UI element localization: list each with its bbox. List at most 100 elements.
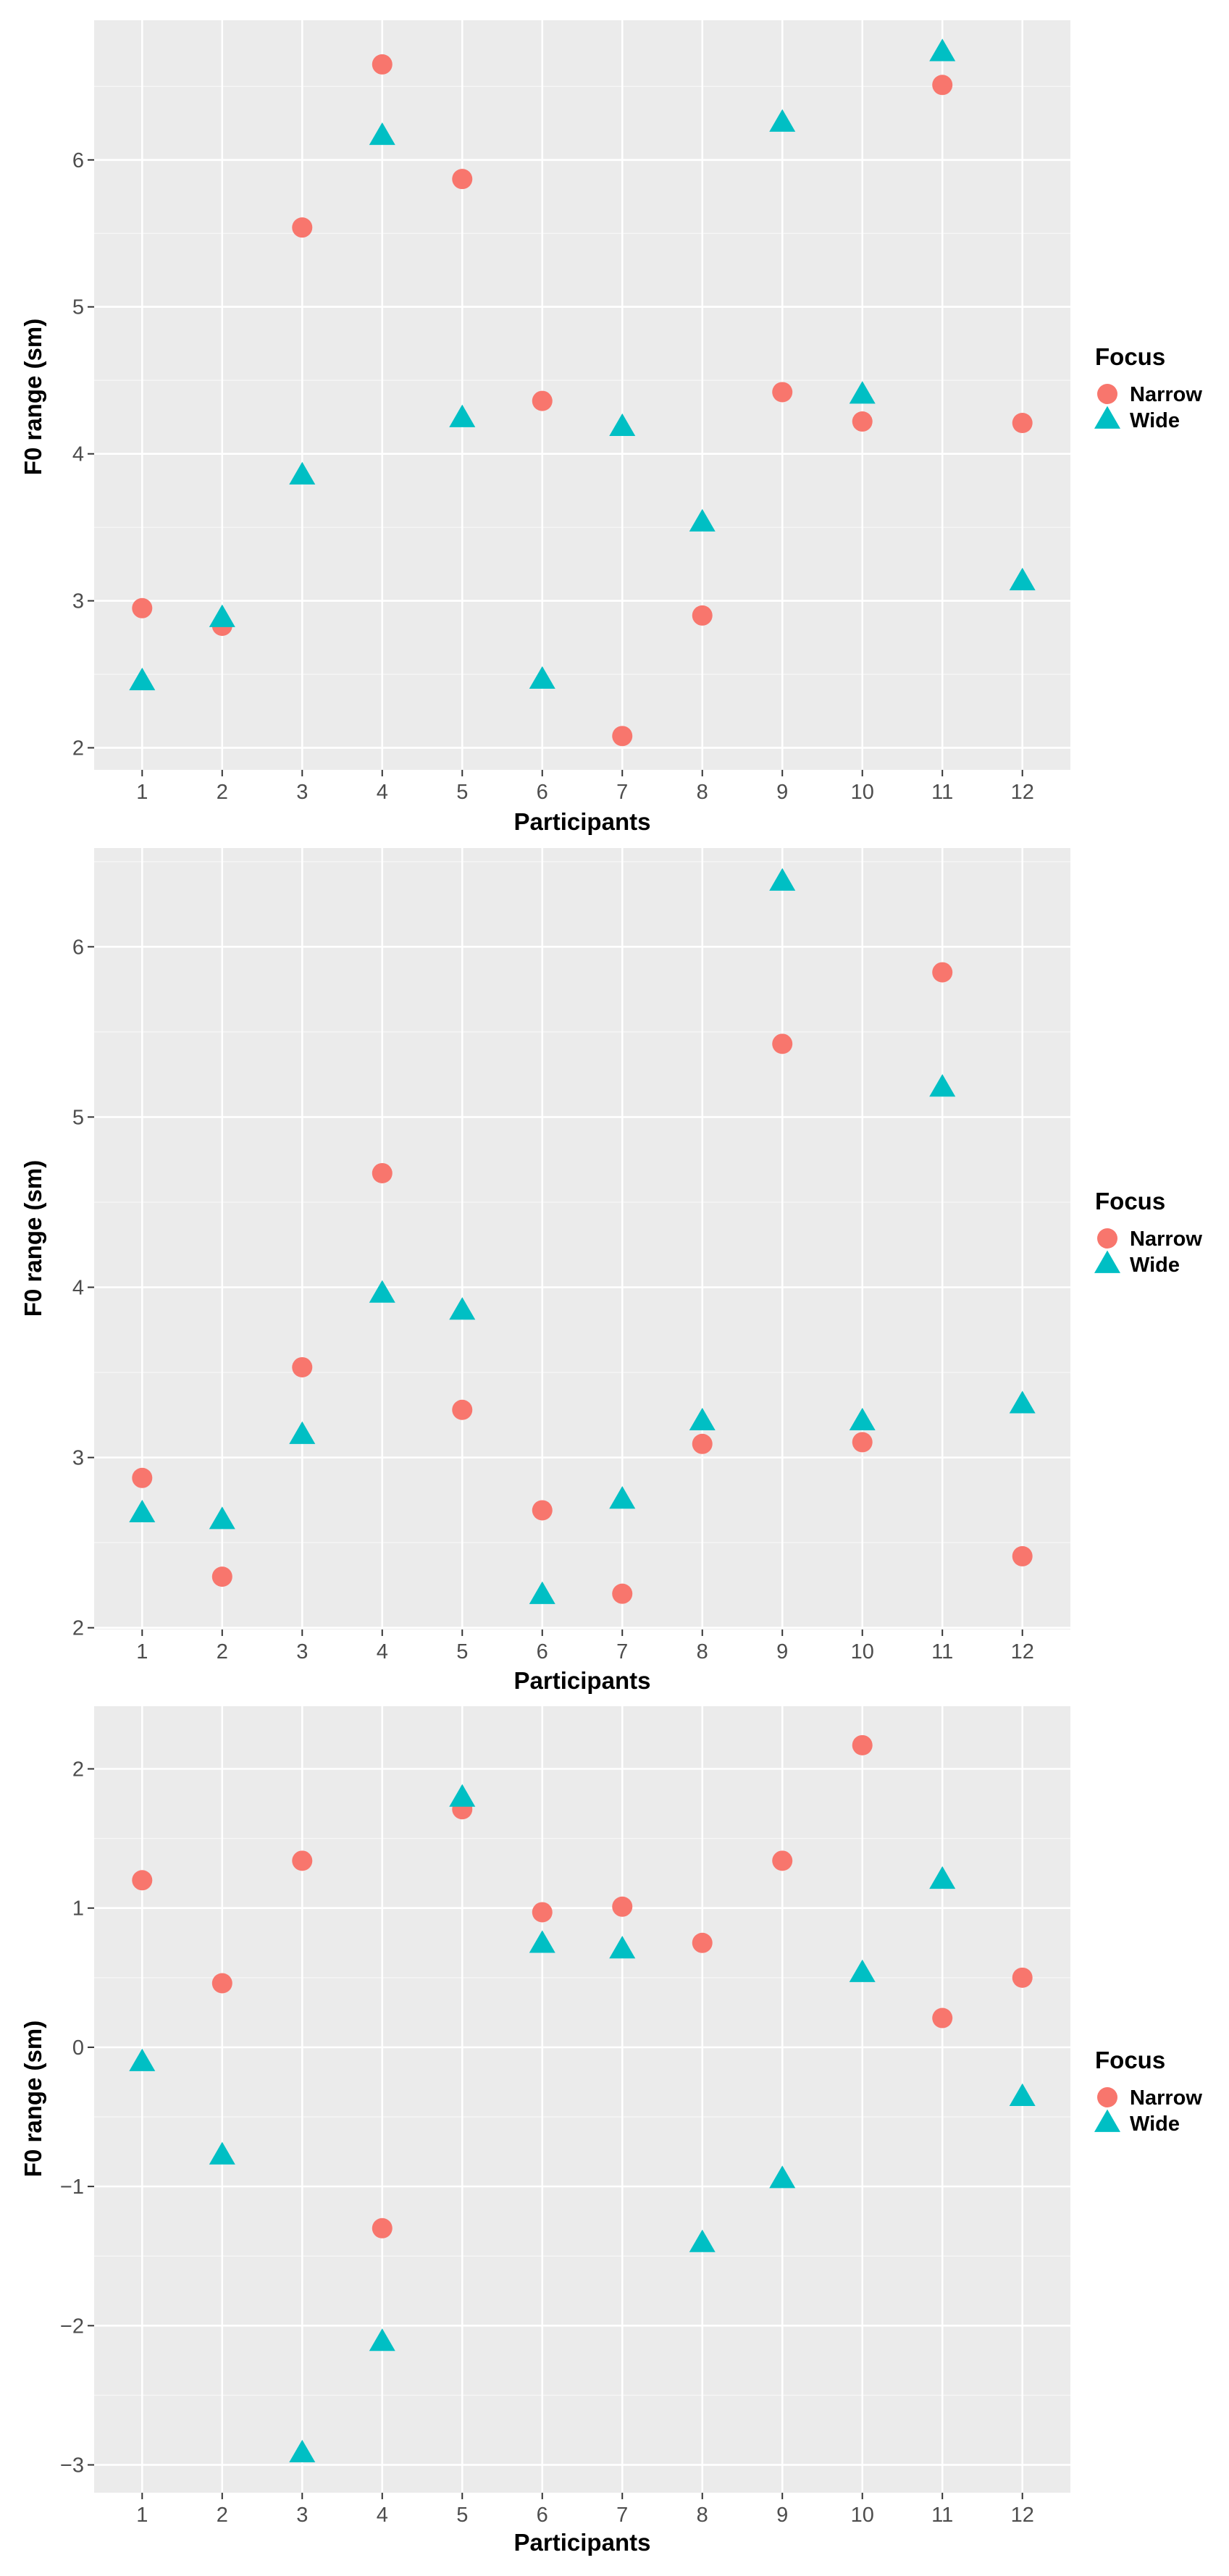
- point-narrow-p11: [932, 2007, 953, 2029]
- point-narrow-p10: [852, 411, 873, 432]
- x-tick-label: 4: [377, 781, 388, 804]
- point-wide-p7: [609, 1936, 636, 1959]
- point-wide-p4: [369, 122, 395, 146]
- x-tick-label: 12: [1011, 1640, 1034, 1664]
- point-narrow-p7: [612, 726, 633, 747]
- y-axis-title: F0 range (sm): [20, 319, 46, 475]
- point-wide-p9: [769, 2165, 796, 2189]
- y-tick-label: 1: [72, 1897, 84, 1921]
- point-wide-p8: [689, 1407, 716, 1431]
- legend-label-narrow: Narrow: [1130, 2086, 1202, 2110]
- point-wide-p5: [449, 1297, 476, 1320]
- point-narrow-p1: [132, 1870, 153, 1891]
- legend: Focus Narrow Wide: [1094, 343, 1202, 432]
- point-narrow-p9: [772, 1033, 793, 1054]
- point-wide-p3: [289, 461, 316, 484]
- point-narrow-p10: [852, 1432, 873, 1453]
- x-tick-label: 1: [136, 781, 148, 804]
- legend-title: Focus: [1095, 1188, 1165, 1214]
- x-tick-label: 2: [217, 2504, 228, 2527]
- x-tick-label: 9: [776, 781, 788, 804]
- y-tick-label: 2: [72, 737, 84, 760]
- point-narrow-p7: [612, 1583, 633, 1604]
- point-narrow-p3: [292, 1356, 313, 1377]
- x-tick-label: 11: [931, 781, 953, 804]
- y-tick-label: 4: [72, 443, 84, 466]
- x-tick-label: 9: [776, 2504, 788, 2527]
- point-wide-p1: [129, 2048, 156, 2071]
- y-tick-label: 0: [72, 2036, 84, 2060]
- point-wide-p12: [1009, 567, 1036, 591]
- x-tick-label: 8: [697, 781, 708, 804]
- x-tick-label: 1: [136, 2504, 148, 2527]
- x-tick-label: 2: [217, 781, 228, 804]
- x-tick-label: 1: [136, 1640, 148, 1664]
- point-wide-p9: [769, 109, 796, 132]
- point-wide-p3: [289, 1421, 316, 1444]
- legend-label-wide: Wide: [1130, 2113, 1180, 2136]
- y-tick-label: 2: [72, 1617, 84, 1640]
- x-tick-label: 2: [217, 1640, 228, 1664]
- y-tick-label: 4: [72, 1276, 84, 1299]
- point-narrow-p4: [372, 54, 393, 75]
- point-wide-p10: [849, 1407, 876, 1431]
- x-tick-label: 11: [931, 2504, 953, 2527]
- point-narrow-p8: [692, 1433, 713, 1454]
- x-tick-label: 12: [1011, 781, 1034, 804]
- point-narrow-p5: [452, 169, 473, 190]
- point-wide-p2: [209, 1506, 235, 1530]
- point-wide-p4: [369, 1280, 395, 1303]
- point-narrow-p2: [211, 1973, 232, 1994]
- point-narrow-p12: [1012, 413, 1033, 434]
- point-wide-p6: [529, 1930, 555, 1953]
- point-narrow-p3: [292, 1850, 313, 1871]
- x-tick-label: 4: [377, 1640, 388, 1664]
- point-narrow-p8: [692, 1932, 713, 1953]
- point-narrow-p6: [532, 390, 553, 411]
- point-narrow-p8: [692, 605, 713, 626]
- point-narrow-p1: [132, 1467, 153, 1488]
- point-wide-p11: [929, 1074, 956, 1097]
- point-wide-p7: [609, 1486, 636, 1509]
- y-tick-label: 5: [72, 296, 84, 319]
- x-tick-label: 9: [776, 1640, 788, 1664]
- y-tick-label: 6: [72, 936, 84, 959]
- x-tick-label: 10: [851, 1640, 874, 1664]
- y-tick-label: 6: [72, 149, 84, 172]
- point-narrow-p11: [932, 962, 953, 983]
- legend-title: Focus: [1095, 2047, 1165, 2073]
- point-wide-p11: [929, 1866, 956, 1889]
- point-narrow-p6: [532, 1902, 553, 1923]
- point-narrow-p9: [772, 382, 793, 403]
- x-tick-label: 3: [296, 781, 308, 804]
- point-wide-p10: [849, 381, 876, 404]
- point-wide-p9: [769, 868, 796, 891]
- point-wide-p7: [609, 413, 636, 436]
- point-narrow-p10: [852, 1734, 873, 1755]
- x-tick-label: 6: [537, 781, 548, 804]
- legend-key-wide: [1094, 1250, 1120, 1273]
- point-narrow-p12: [1012, 1545, 1033, 1566]
- x-tick-label: 7: [616, 781, 628, 804]
- x-tick-label: 4: [377, 2504, 388, 2527]
- y-axis-title: F0 range (sm): [20, 1160, 46, 1317]
- legend-key-narrow: [1097, 1228, 1117, 1249]
- point-narrow-p4: [372, 1162, 393, 1183]
- point-wide-p5: [449, 1784, 476, 1807]
- y-tick-label: −3: [60, 2454, 84, 2478]
- point-narrow-p7: [612, 1896, 633, 1917]
- y-tick-label: −2: [60, 2315, 84, 2338]
- x-tick-label: 5: [456, 1640, 468, 1664]
- point-wide-p12: [1009, 1390, 1036, 1414]
- x-tick-label: 10: [851, 2504, 874, 2527]
- x-axis-title: Participants: [514, 2529, 651, 2556]
- legend-key-narrow: [1097, 384, 1117, 404]
- y-tick-label: 2: [72, 1758, 84, 1781]
- point-wide-p8: [689, 2229, 716, 2252]
- point-narrow-p5: [452, 1399, 473, 1420]
- point-narrow-p6: [532, 1500, 553, 1521]
- x-tick-label: 3: [296, 2504, 308, 2527]
